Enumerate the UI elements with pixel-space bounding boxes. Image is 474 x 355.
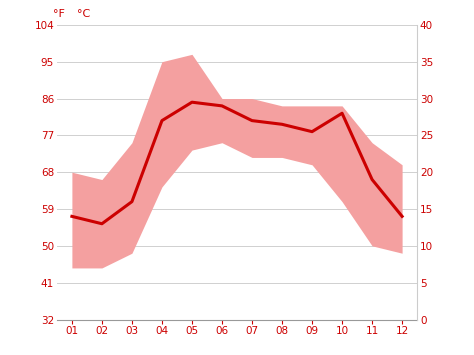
Text: °C: °C: [77, 9, 90, 19]
Text: °F: °F: [53, 9, 65, 19]
